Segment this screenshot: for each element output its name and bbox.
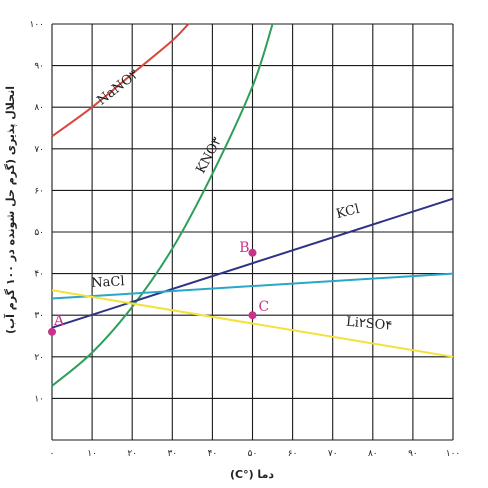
point-label: B: [239, 240, 249, 256]
y-tick-label: ۴۰: [34, 270, 44, 280]
y-tick-label: ۲۰: [34, 353, 44, 363]
x-axis-title: دما (°C): [230, 468, 274, 481]
y-axis-title: انحلال پذیری (گرم حل شونده در ۱۰۰ گرم آب…: [3, 86, 17, 334]
y-tick-label: ۵۰: [34, 228, 44, 238]
y-tick-label: ۸۰: [34, 103, 44, 113]
series-line: [51, 197, 454, 329]
x-tick-label: ۲۰: [127, 449, 137, 459]
series-line: [51, 272, 454, 300]
x-tick-label: ۱۰۰: [446, 449, 461, 459]
series-label: KCl: [335, 202, 361, 222]
x-tick-label: ۰: [50, 449, 55, 459]
y-tick-label: ۷۰: [34, 145, 44, 155]
series-line: [51, 23, 190, 138]
series-label: Li۲SO۴: [345, 315, 392, 334]
x-tick-label: ۳۰: [167, 449, 177, 459]
y-tick-label: ۱۰۰: [29, 20, 44, 30]
axes: ۰ ۱۰ ۲۰ ۳۰ ۴۰ ۵۰ ۶۰ ۷۰ ۸۰ ۹۰ ۱۰۰ ۱۰ ۲۰ ۳۰ ۴۰ ۵۰ ۶۰ ۷۰ ۸۰ ۹۰…: [29, 20, 460, 459]
point-label: C: [259, 299, 270, 315]
series-lines: [51, 23, 454, 387]
point-marker: [48, 327, 56, 336]
grid: [51, 23, 454, 441]
series-label: NaCl: [91, 274, 125, 291]
point-marker: [248, 248, 257, 257]
y-tick-label: ۳۰: [34, 311, 44, 321]
x-tick-label: ۱۰: [87, 449, 97, 459]
point-label: A: [53, 313, 65, 329]
point-marker: [248, 311, 257, 320]
series-line: [51, 289, 454, 358]
x-tick-label: ۹۰: [408, 449, 418, 459]
x-tick-label: ۶۰: [288, 449, 298, 459]
series-line: [51, 23, 274, 387]
x-tick-label: ۷۰: [328, 449, 338, 459]
y-tick-label: ۹۰: [34, 62, 44, 72]
x-tick-label: ۴۰: [208, 449, 218, 459]
x-tick-label: ۵۰: [248, 449, 258, 459]
marked-points: A B C: [48, 240, 269, 336]
y-tick-label: ۶۰: [34, 186, 44, 196]
y-tick-label: ۱۰: [34, 394, 44, 404]
x-tick-label: ۸۰: [368, 449, 378, 459]
